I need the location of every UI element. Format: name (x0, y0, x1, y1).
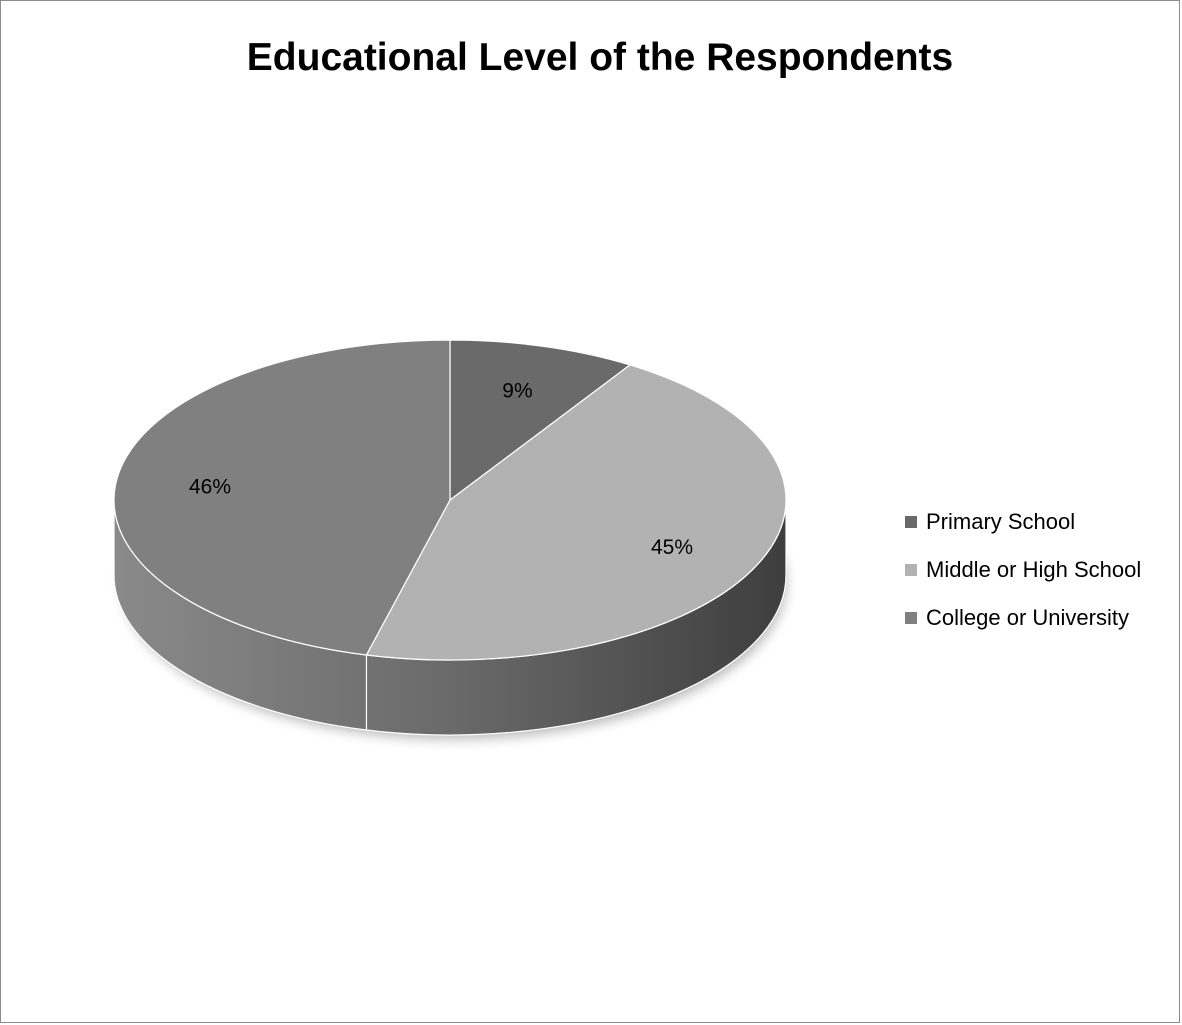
legend-swatch (905, 564, 917, 576)
data-label: 45% (651, 536, 693, 559)
data-label: 9% (502, 379, 532, 402)
legend-item-primary-school: Primary School (905, 498, 1141, 546)
legend-label: Middle or High School (926, 557, 1142, 582)
legend-label: College or University (926, 605, 1129, 630)
legend-item-college-or-university: College or University (905, 594, 1141, 642)
legend-swatch (905, 612, 917, 624)
pie-slice-middle-or-high-school (365, 364, 787, 661)
legend-swatch (905, 516, 917, 528)
legend-label: Primary School (926, 509, 1076, 534)
chart-title: Educational Level of the Respondents (246, 36, 954, 79)
pie-slice-college-or-university (113, 339, 451, 656)
data-label: 46% (189, 476, 231, 499)
legend: Primary School Middle or High School Col… (905, 498, 1141, 642)
pie-slice-primary-school (449, 339, 631, 501)
legend-item-middle-or-high-school: Middle or High School (905, 546, 1141, 594)
